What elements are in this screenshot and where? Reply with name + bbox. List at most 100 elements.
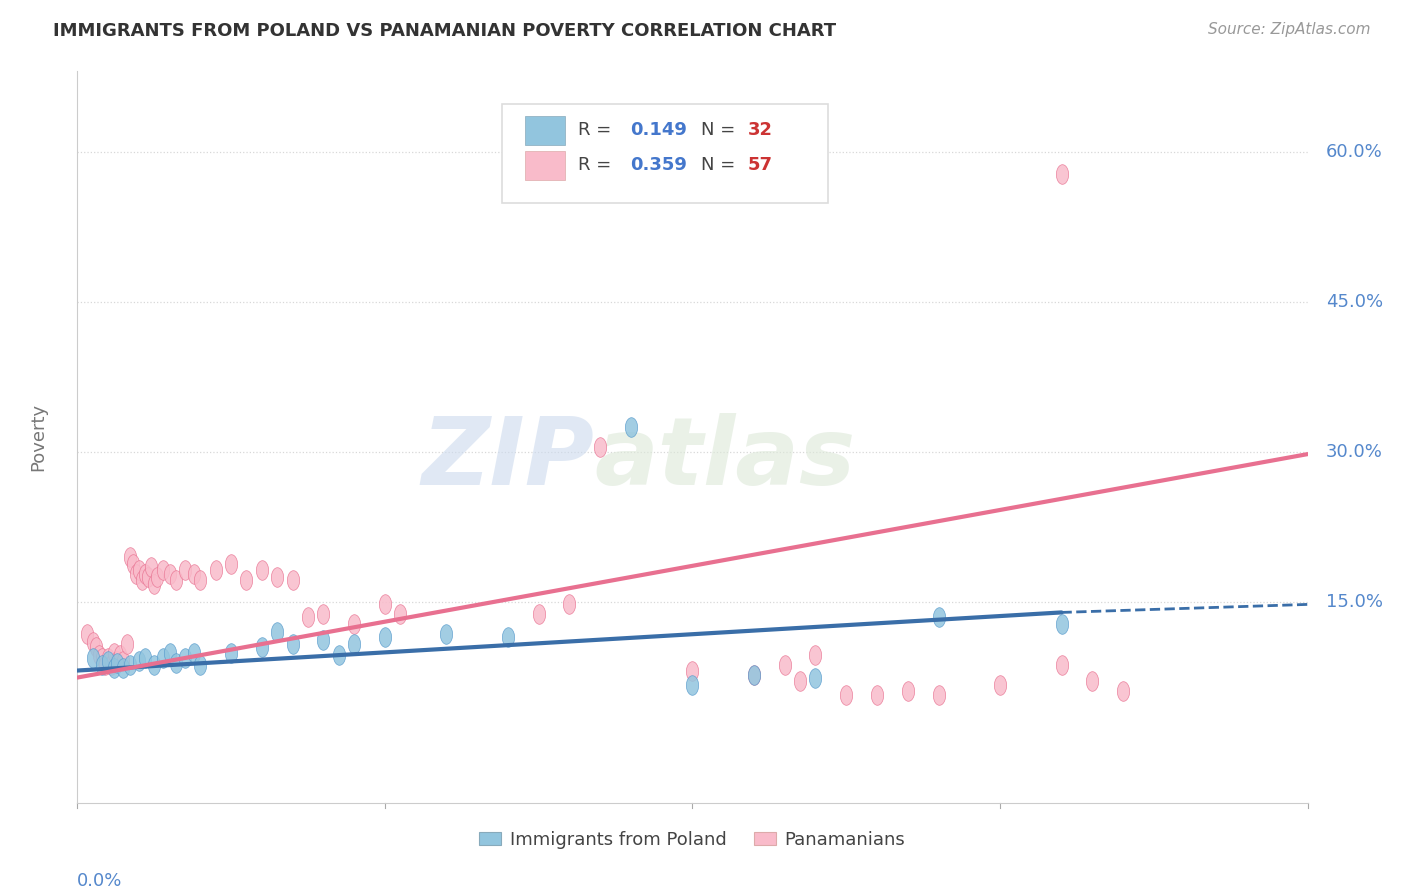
Point (183, 646, 205, 660)
Text: R =: R = (578, 121, 617, 139)
Point (76, 627, 98, 641)
Point (112, 660, 135, 674)
Point (103, 646, 125, 660)
Point (250, 563, 273, 577)
Point (281, 574, 304, 588)
Point (82, 635, 104, 649)
Point (312, 607, 335, 622)
Point (589, 440, 612, 454)
Text: 0.0%: 0.0% (77, 872, 122, 890)
Text: N =: N = (702, 156, 741, 174)
Point (804, 671, 827, 685)
Text: N =: N = (702, 121, 741, 139)
Text: 57: 57 (748, 156, 773, 174)
Point (97, 650, 120, 665)
Point (773, 657, 796, 672)
Point (835, 688, 858, 702)
Point (152, 650, 174, 665)
Point (174, 563, 197, 577)
Point (128, 653, 150, 667)
Text: 30.0%: 30.0% (1326, 443, 1384, 461)
Point (134, 650, 156, 665)
Point (374, 598, 396, 612)
Point (125, 567, 148, 582)
Point (1081, 673, 1104, 688)
Point (143, 577, 166, 591)
Point (87, 648, 110, 662)
Point (328, 648, 350, 662)
Legend: Immigrants from Poland, Panamanians: Immigrants from Poland, Panamanians (472, 823, 912, 856)
Text: Source: ZipAtlas.com: Source: ZipAtlas.com (1208, 22, 1371, 37)
Point (136, 570, 159, 584)
Text: 0.149: 0.149 (630, 121, 686, 139)
Point (281, 638, 304, 652)
Point (742, 667, 765, 681)
Point (110, 648, 132, 662)
Point (343, 638, 366, 652)
Point (204, 563, 226, 577)
Text: 45.0%: 45.0% (1326, 293, 1384, 310)
Point (188, 657, 212, 672)
FancyBboxPatch shape (502, 104, 828, 203)
Text: 0.359: 0.359 (630, 156, 686, 174)
Text: 32: 32 (748, 121, 773, 139)
Point (159, 646, 181, 660)
Point (343, 617, 366, 632)
Point (103, 660, 125, 674)
Point (100, 657, 122, 672)
Point (121, 558, 143, 572)
Point (128, 563, 150, 577)
Point (183, 567, 205, 582)
Point (682, 677, 704, 691)
Point (90, 650, 114, 665)
Point (374, 631, 396, 645)
Point (235, 574, 257, 588)
Point (84, 640, 107, 655)
Point (152, 563, 174, 577)
Point (131, 574, 153, 588)
Point (82, 650, 104, 665)
Text: 60.0%: 60.0% (1326, 143, 1382, 161)
Point (1112, 683, 1135, 698)
Point (105, 656, 128, 670)
Point (141, 560, 163, 574)
Point (165, 656, 187, 670)
Point (266, 570, 288, 584)
Point (266, 625, 288, 640)
Point (789, 673, 811, 688)
Text: atlas: atlas (595, 413, 855, 505)
Point (312, 633, 335, 648)
Point (558, 598, 581, 612)
Point (134, 567, 156, 582)
Text: 15.0%: 15.0% (1326, 593, 1384, 611)
Point (1050, 617, 1073, 632)
Point (682, 664, 704, 678)
Point (143, 657, 166, 672)
Point (159, 567, 181, 582)
Point (188, 574, 212, 588)
Point (115, 638, 138, 652)
Point (1050, 167, 1073, 181)
Point (219, 646, 242, 660)
Point (174, 650, 197, 665)
Text: IMMIGRANTS FROM POLAND VS PANAMANIAN POVERTY CORRELATION CHART: IMMIGRANTS FROM POLAND VS PANAMANIAN POV… (53, 22, 837, 40)
Point (742, 667, 765, 681)
Text: ZIP: ZIP (422, 413, 595, 505)
Text: Poverty: Poverty (30, 403, 46, 471)
Point (105, 653, 128, 667)
Text: R =: R = (578, 156, 617, 174)
Point (389, 607, 412, 622)
Point (496, 631, 519, 645)
Point (804, 648, 827, 662)
Point (90, 657, 114, 672)
Point (118, 657, 141, 672)
Point (97, 653, 120, 667)
Point (94, 657, 117, 672)
Point (928, 688, 950, 702)
Point (112, 653, 135, 667)
Point (146, 570, 169, 584)
FancyBboxPatch shape (526, 151, 565, 180)
FancyBboxPatch shape (526, 116, 565, 145)
Point (219, 558, 242, 572)
Point (988, 677, 1011, 691)
